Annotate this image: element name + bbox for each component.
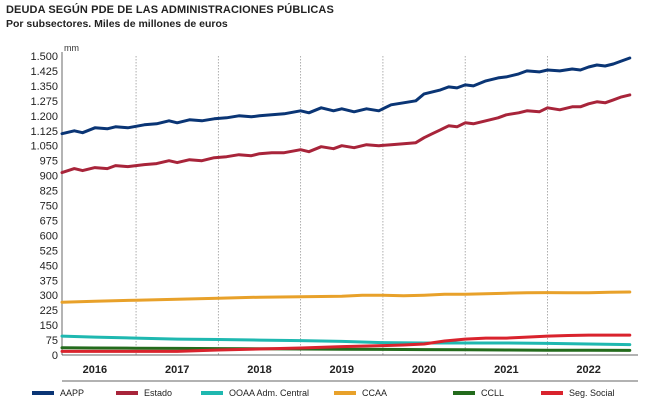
- legend: AAPP Estado OOAA Adm. Central CCAA CCLL Seg. …: [32, 388, 615, 398]
- series-line-ooaa-adm-central: [60, 334, 632, 347]
- x-tick-label: 2016: [83, 364, 107, 376]
- y-tick-label: 1.275: [30, 96, 58, 108]
- legend-label: Seg. Social: [569, 388, 615, 398]
- y-unit-label: mm: [64, 43, 79, 53]
- x-gridlines: [135, 56, 548, 355]
- series-line-seg-social: [60, 333, 632, 353]
- y-tick-label: 975: [40, 156, 58, 168]
- chart-title: DEUDA SEGÚN PDE DE LAS ADMINISTRACIONES …: [6, 4, 334, 16]
- chart-subtitle: Por subsectores. Miles de millones de eu…: [6, 18, 228, 30]
- series-line-aapp: [60, 56, 632, 136]
- legend-label: CCAA: [362, 388, 387, 398]
- y-tick-label: 1.425: [30, 66, 58, 78]
- y-tick-label: 675: [40, 215, 58, 227]
- x-axis: 2016 2017 2018 2019 2020 2021 2022: [62, 354, 638, 382]
- legend-label: CCLL: [481, 388, 504, 398]
- series-lines: [60, 56, 632, 353]
- y-tick-label: 1.500: [30, 51, 58, 63]
- legend-label: AAPP: [60, 388, 84, 398]
- y-tick-label: 1.200: [30, 111, 58, 123]
- x-tick-label: 2021: [494, 364, 518, 376]
- y-tick-label: 0: [52, 350, 58, 362]
- series-line-estado: [60, 93, 632, 175]
- y-tick-label: 900: [40, 171, 58, 183]
- y-tick-label: 450: [40, 260, 58, 272]
- x-tick-label: 2018: [247, 364, 271, 376]
- y-tick-label: 1.050: [30, 141, 58, 153]
- y-tick-label: 750: [40, 201, 58, 213]
- y-tick-label: 825: [40, 186, 58, 198]
- legend-label: Estado: [144, 388, 172, 398]
- y-axis-ticks: 0 75 150 225 300 375 450 525 600 675 750 825 900 975 1…: [30, 51, 63, 362]
- y-tick-label: 600: [40, 230, 58, 242]
- x-tick-label: 2020: [412, 364, 436, 376]
- x-tick-label: 2019: [330, 364, 354, 376]
- x-tick-label: 2017: [165, 364, 189, 376]
- legend-label: OOAA Adm. Central: [229, 388, 309, 398]
- y-tick-label: 375: [40, 275, 58, 287]
- y-tick-label: 525: [40, 245, 58, 257]
- y-tick-label: 150: [40, 320, 58, 332]
- x-tick-label: 2022: [576, 364, 600, 376]
- series-line-ccaa: [60, 290, 632, 304]
- y-tick-label: 1.350: [30, 81, 58, 93]
- y-tick-label: 75: [46, 335, 58, 347]
- y-tick-label: 225: [40, 305, 58, 317]
- series-line-ccll: [60, 346, 632, 352]
- y-tick-label: 300: [40, 290, 58, 302]
- y-tick-label: 1.125: [30, 126, 58, 138]
